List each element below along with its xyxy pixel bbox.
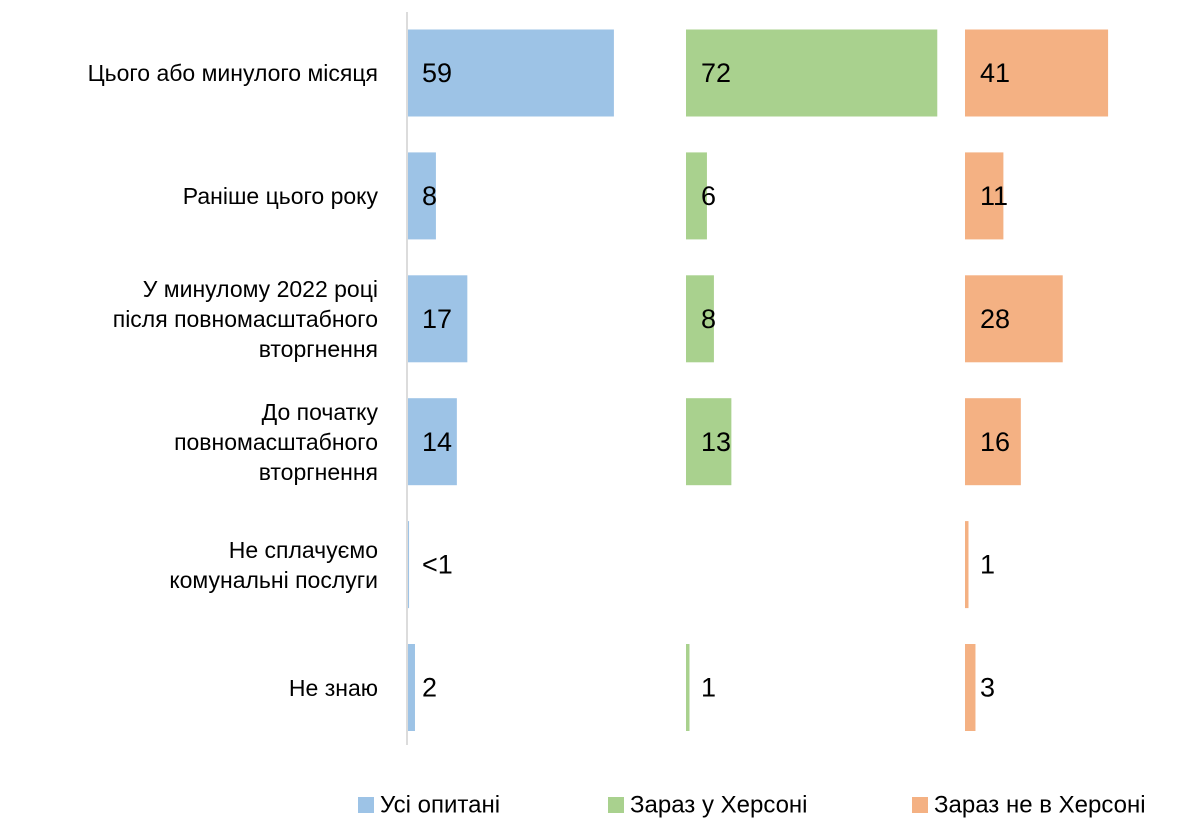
category-label: Не сплачуємо комунальні послуги <box>169 536 378 593</box>
category-label: Не знаю <box>288 674 378 701</box>
bar <box>408 29 614 117</box>
category-label: Раніше цього року <box>182 182 378 209</box>
value-label: <1 <box>422 550 453 580</box>
bar <box>965 29 1109 117</box>
bar <box>965 152 1004 240</box>
bar <box>965 275 1063 363</box>
value-label: 28 <box>980 304 1010 334</box>
value-label: 72 <box>701 58 731 88</box>
value-label: 3 <box>980 673 995 703</box>
bar <box>408 398 457 486</box>
value-label: 41 <box>980 58 1010 88</box>
category-label: Цього або минулого місяця <box>87 60 378 86</box>
value-label: 16 <box>980 427 1010 457</box>
legend-label: Зараз не в Херсоні <box>934 791 1146 818</box>
legend-label: Усі опитані <box>380 791 500 818</box>
category-label: До початку повномасштабного вторгнення <box>174 398 378 485</box>
bar <box>965 521 969 609</box>
bar <box>686 644 690 731</box>
value-label: 8 <box>701 304 716 334</box>
value-label: 59 <box>422 58 452 88</box>
value-label: 2 <box>422 673 437 703</box>
legend-swatch <box>608 797 624 813</box>
value-label: 14 <box>422 427 452 457</box>
bar <box>965 644 976 731</box>
value-label: 11 <box>980 181 1008 211</box>
bar <box>408 152 436 240</box>
value-label: 8 <box>422 181 437 211</box>
value-label: 13 <box>701 427 731 457</box>
value-label: 6 <box>701 181 716 211</box>
value-label: 1 <box>980 550 995 580</box>
bar <box>408 521 410 609</box>
bar <box>686 152 707 240</box>
category-label: У минулому 2022 році після повномасштабн… <box>112 275 378 362</box>
bar <box>686 398 732 486</box>
bar <box>408 644 415 731</box>
bar <box>408 275 468 363</box>
value-label: 17 <box>422 304 452 334</box>
bar <box>965 398 1021 486</box>
bar <box>686 275 714 363</box>
legend-label: Зараз у Херсоні <box>630 791 808 818</box>
value-label: 1 <box>701 673 716 703</box>
bar <box>686 29 938 117</box>
legend-swatch <box>912 797 928 813</box>
legend-swatch <box>358 797 374 813</box>
